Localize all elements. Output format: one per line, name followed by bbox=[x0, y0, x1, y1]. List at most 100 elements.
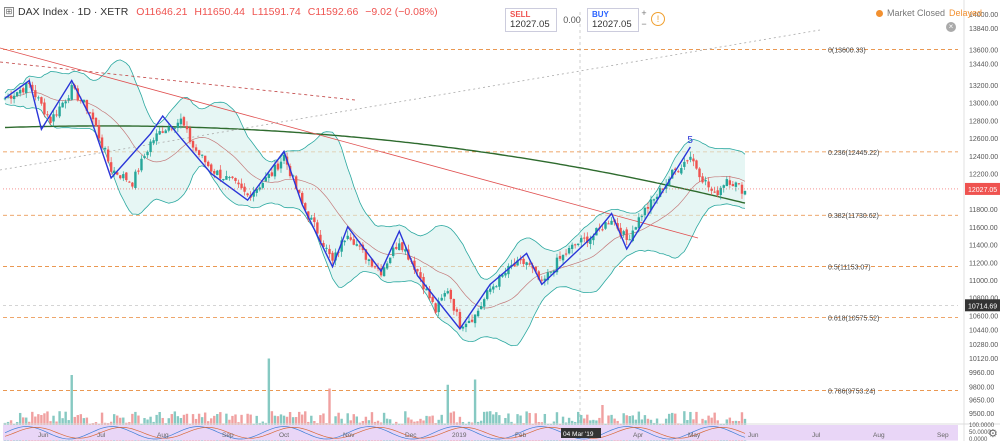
time-tick-label: Apr bbox=[633, 432, 644, 439]
candle-body bbox=[122, 174, 125, 179]
candle-body bbox=[134, 171, 137, 188]
candle-body bbox=[686, 160, 689, 162]
candle-body bbox=[116, 172, 119, 175]
candle-body bbox=[194, 147, 198, 151]
candle-body bbox=[49, 116, 52, 123]
price-tick-label: 12800.00 bbox=[969, 118, 998, 125]
candle-body bbox=[279, 161, 283, 169]
candle-body bbox=[719, 187, 722, 196]
oscillator-d-line bbox=[4, 426, 746, 439]
candle-body bbox=[119, 175, 122, 179]
close-icon[interactable]: × bbox=[946, 22, 956, 32]
status-dot-icon bbox=[876, 9, 883, 17]
candle-body bbox=[713, 191, 716, 193]
time-axis: Jun Jul Aug Sep Oct Nov Dec 2019 Feb 04 Mar '19 Ap… bbox=[38, 428, 949, 439]
candle-body bbox=[264, 177, 268, 182]
candle-body bbox=[261, 182, 264, 188]
gear-icon[interactable]: ⚙ bbox=[988, 428, 998, 440]
candle-body bbox=[589, 238, 592, 244]
square-icon[interactable]: ⊞ bbox=[4, 7, 14, 17]
candle-body bbox=[689, 156, 692, 160]
candle-body bbox=[382, 267, 386, 277]
quantity-stepper[interactable]: + − bbox=[639, 8, 649, 34]
open-value: O11646.21 bbox=[136, 6, 188, 18]
buy-button[interactable]: BUY 12027.05 bbox=[587, 8, 639, 32]
candle-body bbox=[270, 172, 274, 176]
time-tick-label: Nov bbox=[343, 432, 355, 439]
candle-body bbox=[228, 177, 231, 179]
candle-body bbox=[28, 82, 31, 85]
delayed-label: Delayed bbox=[949, 8, 983, 18]
candle-body bbox=[64, 101, 67, 104]
candle-body bbox=[628, 239, 631, 241]
candle-body bbox=[225, 176, 228, 180]
candle-body bbox=[546, 272, 550, 281]
candle-body bbox=[340, 240, 343, 252]
candle-body bbox=[731, 184, 735, 187]
buy-label: BUY bbox=[592, 10, 609, 19]
candle-body bbox=[349, 237, 352, 240]
candle-body bbox=[564, 253, 568, 255]
candle-body bbox=[167, 126, 170, 131]
candle-body bbox=[152, 140, 155, 143]
candle-body bbox=[391, 247, 395, 257]
candle-body bbox=[473, 314, 477, 324]
close-value: C11592.66 bbox=[307, 6, 359, 18]
plus-button[interactable]: + bbox=[641, 8, 647, 18]
candle-body bbox=[301, 192, 304, 204]
candle-body bbox=[443, 293, 446, 297]
candle-body bbox=[370, 258, 374, 267]
change-value: −9.02 (−0.08%) bbox=[365, 6, 438, 18]
candle-body bbox=[322, 242, 325, 248]
candle-body bbox=[604, 222, 607, 229]
candle-body bbox=[76, 88, 79, 101]
price-tick-label: 10440.00 bbox=[969, 328, 998, 335]
candle-body bbox=[513, 263, 516, 267]
candle-body bbox=[646, 206, 650, 209]
price-tick-label: 9800.00 bbox=[969, 384, 994, 391]
candle-body bbox=[401, 242, 404, 251]
candle-body bbox=[294, 176, 298, 189]
time-tick-label: Aug bbox=[873, 432, 885, 439]
candle-body bbox=[70, 85, 73, 100]
candle-body bbox=[573, 244, 577, 246]
candle-body bbox=[507, 265, 510, 275]
candle-body bbox=[206, 161, 210, 167]
candle-body bbox=[528, 263, 531, 265]
candle-body bbox=[440, 297, 443, 301]
volume-bar bbox=[601, 405, 604, 441]
candle-body bbox=[346, 235, 349, 239]
price-tick-label: 13200.00 bbox=[969, 83, 998, 90]
price-tick-label: 10280.00 bbox=[969, 342, 998, 349]
symbol-label[interactable]: DAX Index · 1D · XETR bbox=[18, 6, 129, 18]
minus-button[interactable]: − bbox=[641, 19, 647, 29]
time-cursor-badge bbox=[561, 428, 601, 438]
candle-body bbox=[601, 229, 604, 231]
candle-body bbox=[164, 130, 167, 134]
fib-levels: 0(13600.33) 0.236(12445.22) 0.382(11730.62… bbox=[3, 47, 958, 396]
candle-body bbox=[255, 188, 258, 193]
candle-body bbox=[449, 289, 453, 300]
oscillator-k-line bbox=[4, 426, 746, 440]
sell-button[interactable]: SELL 12027.05 bbox=[505, 8, 557, 32]
trade-panel: SELL 12027.05 0.00 BUY 12027.05 + − bbox=[505, 8, 675, 34]
candle-body bbox=[58, 106, 61, 117]
moving-average-line bbox=[4, 125, 746, 204]
candle-body bbox=[246, 193, 249, 196]
candle-body bbox=[137, 170, 140, 172]
candle-body bbox=[85, 99, 89, 111]
candle-body bbox=[276, 163, 280, 170]
candle-body bbox=[210, 164, 213, 172]
info-icon[interactable]: ! bbox=[651, 12, 665, 26]
price-tick-label: 9500.00 bbox=[969, 411, 994, 418]
bollinger-upper bbox=[4, 59, 746, 280]
candle-body bbox=[619, 227, 622, 236]
time-tick-label: Jun bbox=[38, 432, 49, 439]
candle-body bbox=[252, 191, 255, 197]
candle-body bbox=[734, 182, 738, 187]
candle-body bbox=[398, 243, 401, 251]
candle-body bbox=[358, 245, 362, 247]
candle-body bbox=[100, 137, 104, 148]
